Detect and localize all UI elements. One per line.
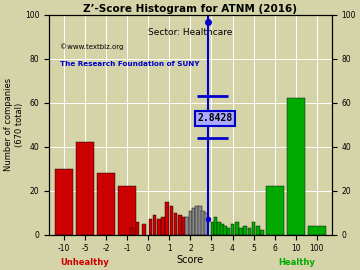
Bar [170, 206, 173, 235]
Bar [55, 169, 73, 235]
Bar [211, 222, 214, 235]
Bar [217, 222, 221, 235]
Bar [287, 99, 305, 235]
Y-axis label: Number of companies
(670 total): Number of companies (670 total) [4, 78, 23, 171]
Bar [97, 173, 115, 235]
Text: 2.8428: 2.8428 [198, 113, 233, 123]
Bar [76, 142, 94, 235]
Bar [157, 219, 161, 235]
Bar [224, 226, 227, 235]
Text: The Research Foundation of SUNY: The Research Foundation of SUNY [60, 61, 200, 67]
Bar [252, 222, 255, 235]
Bar [130, 228, 133, 235]
Bar [220, 224, 224, 235]
Bar [142, 224, 146, 235]
Text: Healthy: Healthy [278, 258, 315, 268]
Bar [161, 217, 165, 235]
Bar [226, 228, 230, 235]
Bar [266, 186, 284, 235]
Bar [195, 206, 198, 235]
Bar [243, 226, 247, 235]
Bar [239, 228, 243, 235]
Bar [231, 224, 234, 235]
Bar [198, 206, 202, 235]
Bar [260, 230, 264, 235]
Bar [153, 215, 156, 235]
Bar [308, 226, 326, 235]
Bar [192, 208, 195, 235]
X-axis label: Score: Score [177, 255, 204, 265]
Bar [189, 211, 192, 235]
Bar [204, 213, 208, 235]
Bar [178, 215, 182, 235]
Bar [185, 217, 189, 235]
Bar [149, 219, 152, 235]
Bar [256, 226, 260, 235]
Text: ©www.textbiz.org: ©www.textbiz.org [60, 43, 124, 50]
Bar [174, 213, 177, 235]
Text: Unhealthy: Unhealthy [60, 258, 109, 268]
Bar [136, 222, 139, 235]
Text: Sector: Healthcare: Sector: Healthcare [148, 28, 233, 37]
Bar [235, 222, 239, 235]
Bar [201, 211, 205, 235]
Bar [248, 228, 251, 235]
Bar [214, 217, 217, 235]
Bar [165, 202, 169, 235]
Bar [182, 217, 186, 235]
Bar [118, 186, 136, 235]
Title: Z’-Score Histogram for ATNM (2016): Z’-Score Histogram for ATNM (2016) [84, 4, 297, 14]
